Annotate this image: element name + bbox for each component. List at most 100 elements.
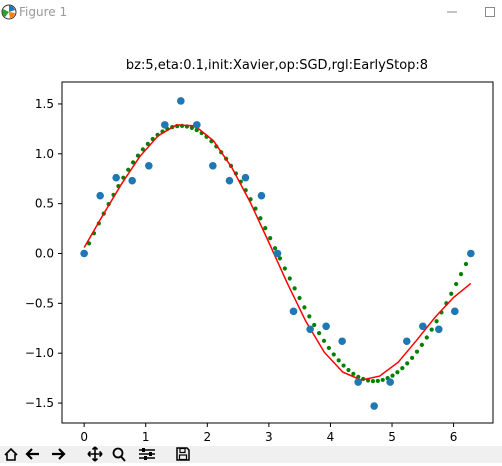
sample-point [435, 325, 443, 334]
floppy-icon [175, 446, 191, 466]
target-point [429, 327, 434, 332]
target-point [317, 331, 322, 336]
target-point [297, 295, 302, 301]
target-point [424, 335, 429, 340]
back-button[interactable] [22, 447, 44, 465]
navigation-toolbar [0, 446, 502, 463]
sample-point [370, 402, 378, 410]
sample-point [193, 121, 201, 129]
target-point [400, 366, 405, 371]
target-point [302, 305, 307, 310]
target-point [405, 361, 410, 366]
x-tick-label: 6 [450, 430, 458, 444]
sample-point [289, 307, 298, 316]
target-point [434, 319, 439, 324]
target-point [375, 378, 380, 384]
sample-point [273, 249, 282, 258]
window-title: Figure 1 [19, 5, 68, 19]
y-tick-label: 1.0 [35, 147, 54, 161]
sample-point [209, 161, 217, 170]
target-point [395, 370, 400, 375]
x-tick-label: 3 [265, 430, 273, 444]
sample-point [112, 173, 120, 182]
target-point [268, 236, 273, 241]
matplotlib-icon [1, 4, 17, 20]
chart: bz:5,eta:0.1,init:Xavier,op:SGD,rgl:Earl… [25, 58, 494, 444]
target-point [409, 355, 415, 360]
sample-point [403, 337, 411, 346]
y-tick-label: −0.5 [25, 296, 54, 310]
target-point [277, 256, 283, 261]
target-point [449, 291, 454, 296]
x-tick-label: 4 [327, 430, 335, 444]
minimize-icon[interactable] [446, 6, 458, 18]
target-point [331, 352, 336, 357]
y-tick-label: 1.5 [35, 97, 54, 111]
y-tick-label: −1.0 [25, 346, 54, 360]
target-point [380, 377, 385, 383]
target-point [140, 147, 146, 152]
sample-point [161, 121, 169, 129]
target-point [454, 281, 459, 287]
target-point [321, 338, 327, 343]
sample-point [145, 161, 153, 170]
sample-point [225, 176, 234, 185]
target-point [390, 373, 395, 378]
sample-point [386, 378, 394, 386]
home-button[interactable] [0, 447, 22, 465]
target-point [307, 314, 312, 319]
sample-point [467, 249, 475, 258]
target-point [326, 345, 331, 351]
forward-button[interactable] [47, 447, 69, 465]
pan-button[interactable] [84, 446, 106, 466]
target-point [351, 371, 356, 376]
configure-subplots-button[interactable] [136, 447, 158, 465]
target-point [346, 367, 351, 373]
move-icon [87, 446, 103, 466]
target-point [292, 286, 297, 291]
arrow-left-icon [25, 446, 41, 466]
target-point [131, 160, 136, 165]
sliders-icon [138, 446, 156, 466]
sample-point [322, 322, 330, 331]
target-point [341, 363, 346, 368]
target-point [287, 276, 292, 281]
sample-point [257, 191, 266, 200]
axes-frame [61, 81, 494, 424]
x-tick-label: 0 [80, 430, 88, 444]
target-point [370, 378, 376, 384]
save-button[interactable] [172, 447, 194, 465]
target-point [414, 349, 420, 354]
chart-title: bz:5,eta:0.1,init:Xavier,op:SGD,rgl:Earl… [126, 58, 428, 73]
target-point [336, 358, 341, 363]
target-point [282, 266, 287, 271]
maximize-icon[interactable] [484, 6, 496, 18]
x-tick-label: 2 [203, 430, 211, 444]
target-point [258, 216, 263, 221]
arrow-right-icon [50, 446, 66, 466]
y-tick-label: −1.5 [25, 396, 54, 410]
zoom-button[interactable] [108, 447, 130, 465]
target-point [312, 322, 317, 328]
sample-point [354, 378, 362, 386]
y-tick-label: 0.0 [35, 246, 54, 260]
sample-point [177, 97, 185, 105]
target-point [272, 246, 278, 251]
sample-point [80, 249, 88, 258]
target-point [189, 125, 194, 130]
x-tick-label: 5 [388, 430, 396, 444]
y-tick-label: 0.5 [35, 197, 54, 211]
target-point [126, 167, 131, 172]
home-icon [3, 446, 19, 466]
x-tick-label: 1 [142, 430, 150, 444]
fit-line [83, 124, 472, 381]
sample-point [419, 322, 427, 331]
sample-point [338, 337, 346, 346]
figure-canvas: bz:5,eta:0.1,init:Xavier,op:SGD,rgl:Earl… [0, 26, 502, 446]
sample-point [128, 176, 136, 185]
sample-point [96, 191, 104, 200]
window-titlebar: Figure 1 [0, 0, 502, 27]
sample-point [451, 307, 459, 316]
target-point [145, 141, 150, 146]
sample-point [241, 173, 250, 182]
